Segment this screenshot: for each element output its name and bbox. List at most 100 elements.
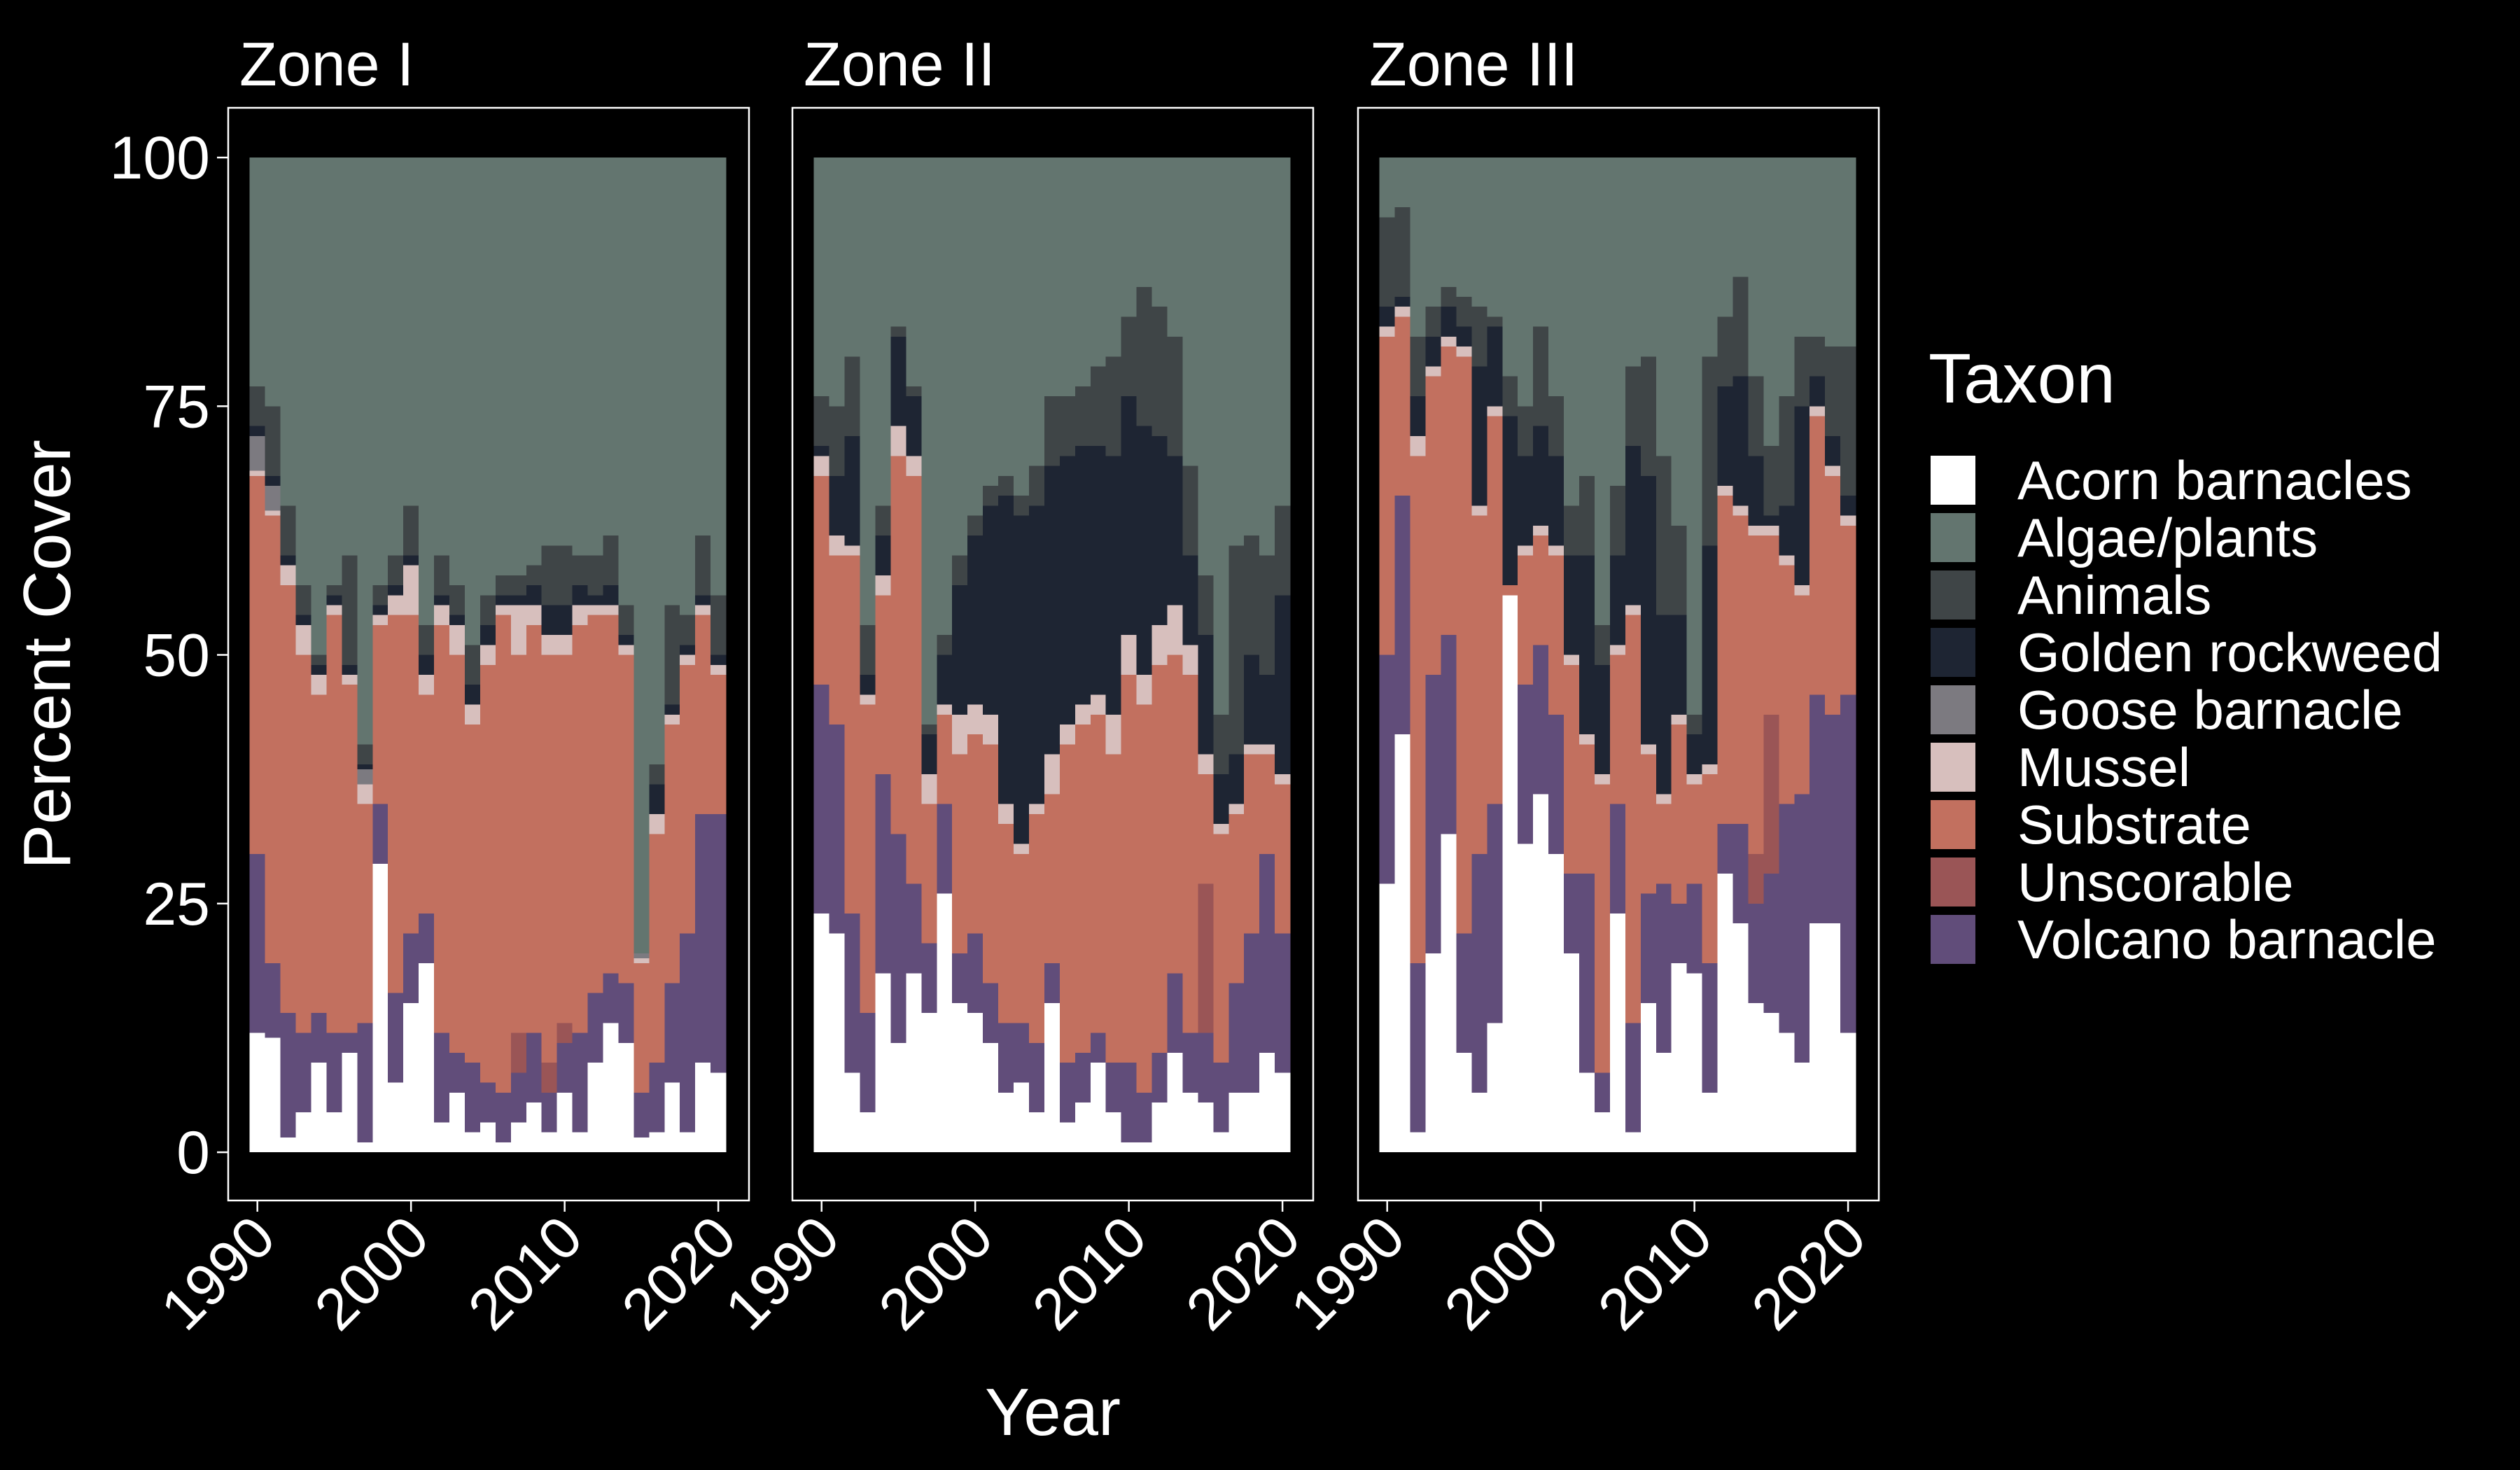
bar-segment [649,1132,665,1153]
bar-segment [603,1023,620,1153]
bar-segment [357,784,373,804]
bar-segment [372,605,388,615]
bar-segment [1748,456,1764,526]
bar-segment [1259,1052,1275,1153]
bar-segment [906,396,922,456]
bar-segment [249,435,266,471]
bar-segment [695,813,711,1063]
bar-segment [1074,704,1091,725]
bar-segment [1625,1132,1642,1153]
bar-segment [1059,456,1076,725]
bar-segment [649,834,665,1063]
bar-segment [526,1102,542,1153]
bar-segment [1090,1032,1107,1063]
bar-segment [1564,874,1580,953]
bar-segment [1732,824,1749,924]
bar-segment [829,555,846,725]
y-tick-label: 0 [176,1119,210,1186]
bar-segment [1518,844,1534,1153]
bar-segment [1394,158,1411,208]
bar-segment [280,1013,297,1138]
bar-segment [634,953,650,958]
bar-segment [649,1063,665,1133]
bar-segment [464,645,481,685]
bar-segment [1732,276,1749,377]
bar-segment [921,1013,937,1153]
bar-segment [1167,336,1184,456]
bar-segment [1548,456,1564,546]
bar-segment [510,158,527,575]
bar-segment [1198,1102,1214,1153]
bar-segment [813,913,830,1153]
bar-segment [998,496,1014,804]
bar-segment [634,958,650,964]
bar-segment [1794,406,1810,586]
bar-segment [449,158,465,586]
bar-segment [967,158,983,516]
bar-segment [1732,923,1749,1153]
bar-segment [1136,286,1153,426]
bar-segment [983,714,999,745]
bar-segment [265,963,281,1038]
bar-segment [572,585,589,606]
bar-segment [1275,1072,1291,1153]
bar-segment [618,645,634,655]
bar-segment [342,664,358,675]
bar-segment [464,704,481,725]
bar-segment [1686,784,1703,884]
bar-segment [403,555,419,566]
bar-segment [1121,158,1138,317]
bar-segment [434,555,450,596]
bar-segment [1487,316,1503,327]
bar-segment [326,615,343,1033]
bar-segment [680,654,696,665]
legend-title: Taxon [1928,340,2115,418]
bar-segment [449,615,465,625]
bar-segment [998,804,1014,825]
bar-segment [1579,744,1595,874]
bar-segment [844,158,861,357]
bar-segment [1748,853,1764,904]
bar-segment [906,158,922,386]
bar-segment [860,624,876,675]
bar-segment [1763,446,1779,516]
bar-segment [1533,525,1549,536]
bar-segment [1840,346,1856,496]
bar-segment [1441,286,1457,307]
bar-segment [649,784,665,814]
bar-segment [1564,953,1580,1153]
bar-segment [1410,435,1427,456]
bar-segment [1213,834,1229,1063]
y-tick-label: 50 [143,622,210,690]
bar-segment [967,536,983,705]
bar-segment [952,714,968,755]
bar-segment [1579,555,1595,735]
bar-segment [357,769,373,785]
bar-segment [587,993,604,1063]
bar-segment [1548,555,1564,715]
bar-segment [326,1032,343,1113]
bar-segment [1028,505,1045,804]
bar-segment [265,510,281,516]
bar-segment [998,158,1014,476]
bar-segment [1717,874,1734,1153]
bar-segment [526,158,542,566]
bar-segment [1533,158,1549,327]
bar-segment [1487,406,1503,416]
bar-segment [1594,774,1611,785]
bar-segment [1640,158,1657,357]
bar-segment [1182,465,1198,556]
bar-segment [1825,475,1841,715]
bar-segment [618,158,634,606]
bar-segment [1275,595,1291,775]
bar-segment [1487,416,1503,804]
bar-segment [1579,1072,1595,1153]
bar-segment [1121,396,1138,636]
bar-segment [1779,555,1795,566]
bar-segment [1044,963,1060,1003]
bar-segment [680,1132,696,1153]
bar-segment [710,654,727,665]
bar-segment [495,595,512,606]
bar-segment [1105,1112,1122,1153]
bar-segment [541,545,558,606]
